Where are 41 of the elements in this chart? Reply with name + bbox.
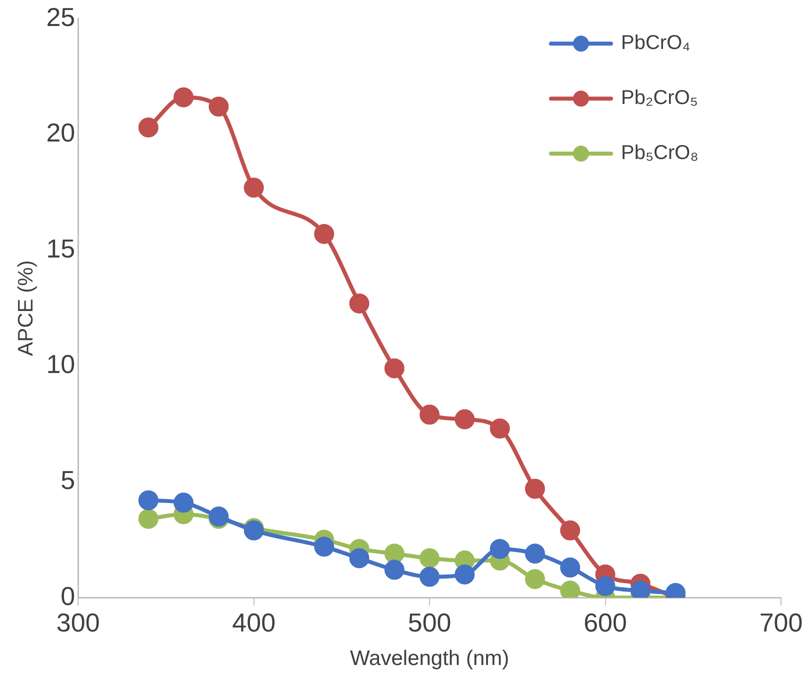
point — [384, 544, 404, 564]
legend-label: Pb₅CrO₈ — [621, 142, 698, 164]
point — [384, 560, 404, 580]
point — [174, 87, 194, 108]
point — [208, 96, 229, 117]
point — [420, 404, 440, 425]
x-tick-label: 700 — [759, 607, 803, 638]
point — [490, 418, 510, 439]
x-axis-title: Wavelength (nm) — [350, 647, 510, 670]
point — [420, 566, 440, 587]
legend-label: PbCrO₄ — [621, 32, 690, 54]
y-tick-label: 20 — [46, 118, 76, 148]
point — [524, 569, 545, 590]
point — [138, 490, 158, 510]
point — [560, 557, 580, 578]
x-tick-label: 500 — [408, 607, 452, 638]
x-tick-label: 400 — [232, 607, 276, 638]
point — [524, 478, 545, 499]
y-tick-label: 15 — [46, 233, 76, 264]
point — [454, 564, 475, 584]
point — [314, 224, 334, 244]
x-tick-label: 600 — [584, 607, 627, 638]
y-tick-label: 25 — [46, 2, 76, 32]
y-axis-title: APCE (%) — [14, 260, 38, 356]
point — [349, 293, 370, 314]
point — [595, 576, 616, 596]
point — [490, 538, 510, 559]
point — [174, 492, 194, 513]
point — [454, 409, 475, 430]
point — [384, 358, 404, 378]
legend-label: Pb₂CrO₅ — [621, 87, 698, 110]
point — [349, 548, 370, 568]
y-tick-label: 5 — [60, 464, 76, 495]
point — [420, 548, 440, 568]
point — [314, 536, 334, 557]
point — [244, 178, 264, 198]
point — [560, 520, 580, 540]
point — [138, 117, 158, 138]
point — [524, 544, 545, 564]
point — [138, 508, 158, 529]
y-tick-label: 10 — [46, 349, 76, 380]
